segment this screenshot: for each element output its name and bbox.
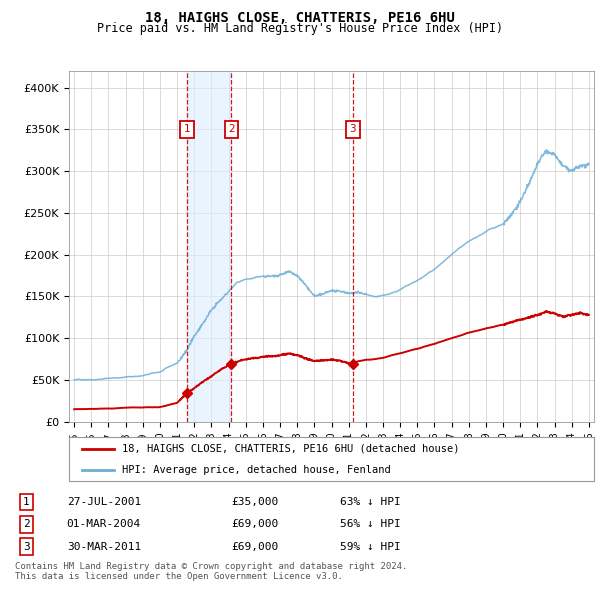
Text: 59% ↓ HPI: 59% ↓ HPI [340,542,401,552]
Text: Contains HM Land Registry data © Crown copyright and database right 2024.
This d: Contains HM Land Registry data © Crown c… [15,562,407,581]
Text: 2: 2 [228,124,235,135]
Text: £69,000: £69,000 [231,519,278,529]
Text: 2: 2 [23,519,30,529]
Text: 3: 3 [23,542,30,552]
Text: 56% ↓ HPI: 56% ↓ HPI [340,519,401,529]
Text: £69,000: £69,000 [231,542,278,552]
Text: HPI: Average price, detached house, Fenland: HPI: Average price, detached house, Fenl… [121,465,390,475]
Text: £35,000: £35,000 [231,497,278,507]
Text: 30-MAR-2011: 30-MAR-2011 [67,542,141,552]
Text: Price paid vs. HM Land Registry's House Price Index (HPI): Price paid vs. HM Land Registry's House … [97,22,503,35]
Text: 1: 1 [23,497,30,507]
Text: 18, HAIGHS CLOSE, CHATTERIS, PE16 6HU (detached house): 18, HAIGHS CLOSE, CHATTERIS, PE16 6HU (d… [121,444,459,454]
Text: 18, HAIGHS CLOSE, CHATTERIS, PE16 6HU: 18, HAIGHS CLOSE, CHATTERIS, PE16 6HU [145,11,455,25]
Text: 3: 3 [350,124,356,135]
Text: 01-MAR-2004: 01-MAR-2004 [67,519,141,529]
Text: 63% ↓ HPI: 63% ↓ HPI [340,497,401,507]
Bar [187,71,232,422]
Text: 27-JUL-2001: 27-JUL-2001 [67,497,141,507]
Text: 1: 1 [184,124,190,135]
